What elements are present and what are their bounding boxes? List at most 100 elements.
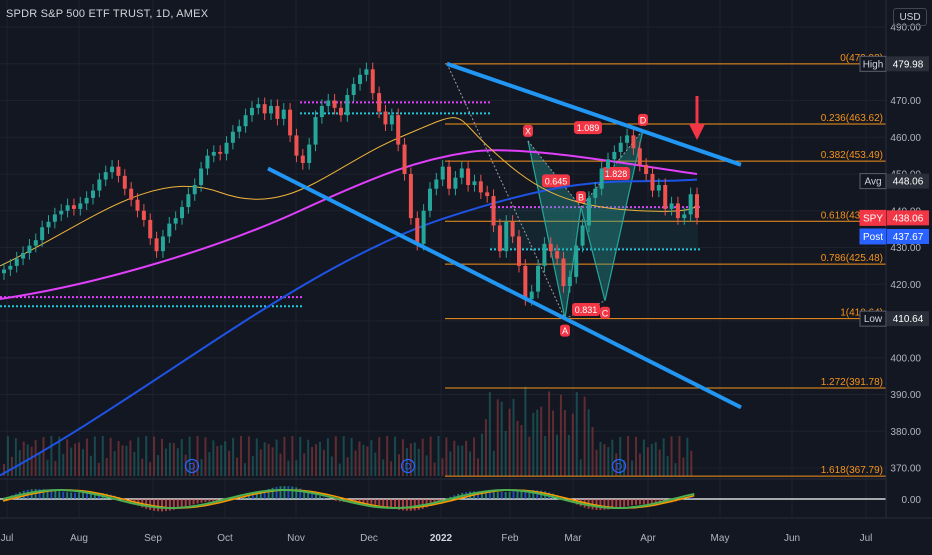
- volume-bar: [651, 444, 653, 476]
- pattern-point-label: X: [525, 126, 531, 136]
- dividend-marker-label: D: [189, 462, 196, 472]
- volume-bar: [580, 459, 582, 476]
- oscillator-bar: [153, 499, 155, 511]
- volume-bar: [544, 436, 546, 476]
- oscillator-bar: [197, 499, 199, 503]
- oscillator-bar: [70, 492, 72, 499]
- candle-body: [587, 198, 591, 226]
- candle-body: [269, 106, 273, 113]
- oscillator-bar: [185, 499, 187, 507]
- candle-body: [345, 95, 349, 115]
- oscillator-bar: [78, 493, 80, 499]
- volume-bar: [599, 442, 601, 476]
- volume-bar: [390, 461, 392, 476]
- candle-body: [676, 203, 680, 218]
- volume-bar: [295, 460, 297, 476]
- candle-body: [555, 251, 559, 258]
- candle-body: [212, 152, 216, 156]
- oscillator-bar: [635, 499, 637, 505]
- volume-bar: [592, 427, 594, 476]
- pattern-point-label: D: [640, 115, 647, 125]
- volume-bar: [540, 407, 542, 476]
- candle-body: [142, 211, 146, 220]
- oscillator-bar: [382, 499, 384, 506]
- volume-bar: [438, 436, 440, 476]
- volume-bar: [173, 443, 175, 476]
- candle-body: [47, 222, 51, 228]
- volume-bar: [236, 458, 238, 476]
- volume-bar: [201, 459, 203, 476]
- volume-bar: [603, 444, 605, 476]
- candle-body: [593, 189, 597, 198]
- candle-body: [390, 115, 394, 124]
- oscillator-bar: [378, 499, 380, 505]
- candle-body: [148, 220, 152, 238]
- candle-body: [15, 259, 19, 266]
- price-tag-name: SPY: [863, 213, 883, 224]
- dividend-marker-label: D: [616, 462, 623, 472]
- candle-body: [542, 244, 546, 266]
- candle-body: [320, 106, 324, 117]
- candle-body: [638, 148, 642, 165]
- candle-body: [663, 185, 667, 209]
- volume-bar: [639, 454, 641, 476]
- volume-bar: [552, 410, 554, 476]
- currency-button[interactable]: USD: [893, 8, 927, 26]
- candle-body: [472, 181, 476, 185]
- volume-bar: [382, 459, 384, 476]
- volume-bar: [204, 437, 206, 476]
- volume-bar: [177, 448, 179, 476]
- volume-bar: [303, 453, 305, 476]
- volume-bar: [315, 444, 317, 476]
- candle-body: [339, 108, 343, 115]
- volume-bar: [449, 451, 451, 476]
- candle-body: [314, 117, 318, 145]
- volume-bar: [422, 439, 424, 476]
- candle-body: [485, 192, 489, 196]
- candle-body: [631, 135, 635, 148]
- volume-bar: [70, 448, 72, 476]
- volume-bar: [331, 456, 333, 476]
- volume-bar: [133, 452, 135, 476]
- oscillator-bar: [509, 492, 511, 499]
- volume-bar: [82, 449, 84, 476]
- candle-body: [307, 145, 311, 163]
- oscillator-bar: [208, 499, 210, 502]
- candle-body: [123, 176, 127, 189]
- volume-bar: [94, 436, 96, 476]
- volume-bar: [536, 410, 538, 476]
- candle-body: [612, 152, 616, 159]
- candle-body: [644, 165, 648, 174]
- price-tick-label: 390.00: [890, 390, 921, 401]
- pattern-ratio-label: 0.645: [545, 176, 568, 186]
- volume-bar: [477, 458, 479, 476]
- volume-bar: [11, 457, 13, 476]
- volume-bar: [291, 436, 293, 476]
- price-tick-label: 370.00: [890, 464, 921, 475]
- volume-bar: [208, 452, 210, 476]
- volume-bar: [343, 436, 345, 476]
- volume-bar: [220, 445, 222, 476]
- volume-bar: [465, 441, 467, 476]
- volume-bar: [54, 461, 56, 476]
- oscillator-bar: [248, 496, 250, 499]
- volume-bar: [319, 442, 321, 476]
- volume-bar: [240, 436, 242, 476]
- candle-body: [695, 194, 699, 218]
- volume-bar: [181, 439, 183, 476]
- fib-level-label: 0.382(453.49): [821, 150, 883, 161]
- volume-bar: [46, 460, 48, 476]
- candle-body: [2, 270, 6, 274]
- candle-body: [600, 168, 604, 188]
- volume-bar: [576, 392, 578, 476]
- price-tick-label: 380.00: [890, 427, 921, 438]
- candle-body: [428, 189, 432, 211]
- candle-body: [66, 205, 70, 211]
- candle-body: [288, 110, 292, 136]
- volume-bar: [647, 447, 649, 476]
- volume-bar: [445, 438, 447, 476]
- volume-bar: [347, 457, 349, 476]
- candle-body: [263, 104, 267, 113]
